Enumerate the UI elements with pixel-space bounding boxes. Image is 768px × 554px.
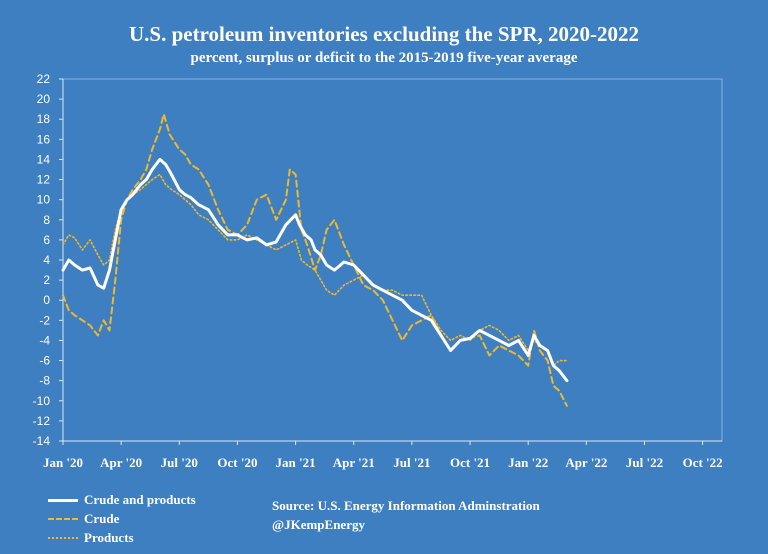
- x-tick-label: Jan '20: [43, 455, 83, 470]
- y-tick-label: -10: [33, 394, 51, 408]
- legend-swatch-solid: [48, 495, 78, 505]
- x-tick-label: Apr '21: [333, 455, 375, 470]
- y-tick-label: -12: [33, 414, 51, 428]
- legend-label: Crude: [84, 510, 120, 526]
- x-tick-label: Jul '22: [626, 455, 663, 470]
- y-tick-label: 18: [37, 112, 51, 126]
- y-tick-label: 0: [43, 293, 50, 307]
- x-tick-label: Jan '22: [508, 455, 548, 470]
- legend-label: Crude and products: [84, 491, 196, 507]
- x-tick-label: Jul '20: [161, 455, 198, 470]
- y-tick-label: 8: [43, 213, 50, 227]
- chart-title: U.S. petroleum inventories excluding the…: [128, 22, 640, 46]
- chart-axes: [62, 78, 723, 442]
- y-tick-label: -8: [39, 374, 50, 388]
- x-tick-label: Jul '21: [393, 455, 430, 470]
- y-tick-label: -2: [39, 313, 50, 327]
- series-line-crude-and-products: [61, 157, 569, 383]
- x-tick-label: Oct '20: [217, 455, 257, 470]
- x-tick-label: Oct '21: [450, 455, 490, 470]
- x-tick-label: Jan '21: [276, 455, 316, 470]
- y-tick-label: -4: [39, 333, 50, 347]
- legend-item-crude-and-products: Crude and products: [48, 490, 196, 509]
- source-note: Source: U.S. Energy Information Adminstr…: [272, 496, 540, 534]
- plot-border: [62, 78, 723, 442]
- chart-subtitle: percent, surplus or deficit to the 2015-…: [190, 50, 578, 66]
- author-handle: @JKempEnergy: [272, 517, 365, 532]
- y-tick-label: 20: [37, 92, 51, 106]
- y-tick-label: 22: [37, 72, 51, 86]
- legend: Crude and products Crude Products: [48, 490, 196, 547]
- y-tick-label: 2: [43, 273, 50, 287]
- y-tick-label: -14: [33, 434, 51, 448]
- y-tick-label: 12: [37, 173, 51, 187]
- y-tick-label: 14: [37, 152, 51, 166]
- legend-item-products: Products: [48, 528, 196, 547]
- series-line-crude: [62, 113, 568, 407]
- legend-item-crude: Crude: [48, 509, 196, 528]
- y-tick-label: 4: [43, 253, 50, 267]
- source-text: Source: U.S. Energy Information Adminstr…: [272, 498, 540, 513]
- y-tick-label: 16: [37, 132, 51, 146]
- series-layer: [61, 113, 569, 407]
- y-tick-label: -6: [39, 354, 50, 368]
- x-tick-label: Apr '20: [100, 455, 142, 470]
- legend-swatch-dotted: [48, 533, 78, 543]
- y-tick-label: 6: [43, 233, 50, 247]
- y-tick-label: 10: [37, 193, 51, 207]
- y-axis-ticks: -14 -12 -10 -8 -6 -4 -2 0 2 4 6 8 10 12 14 16 18 20 22: [33, 72, 63, 448]
- x-tick-label: Apr '22: [565, 455, 607, 470]
- legend-swatch-dashed: [48, 514, 78, 524]
- x-tick-label: Oct '22: [683, 455, 723, 470]
- legend-label: Products: [84, 529, 134, 545]
- x-axis-ticks: Jan '20 Apr '20 Jul '20 Oct '20 Jan '21 Apr '…: [43, 441, 723, 470]
